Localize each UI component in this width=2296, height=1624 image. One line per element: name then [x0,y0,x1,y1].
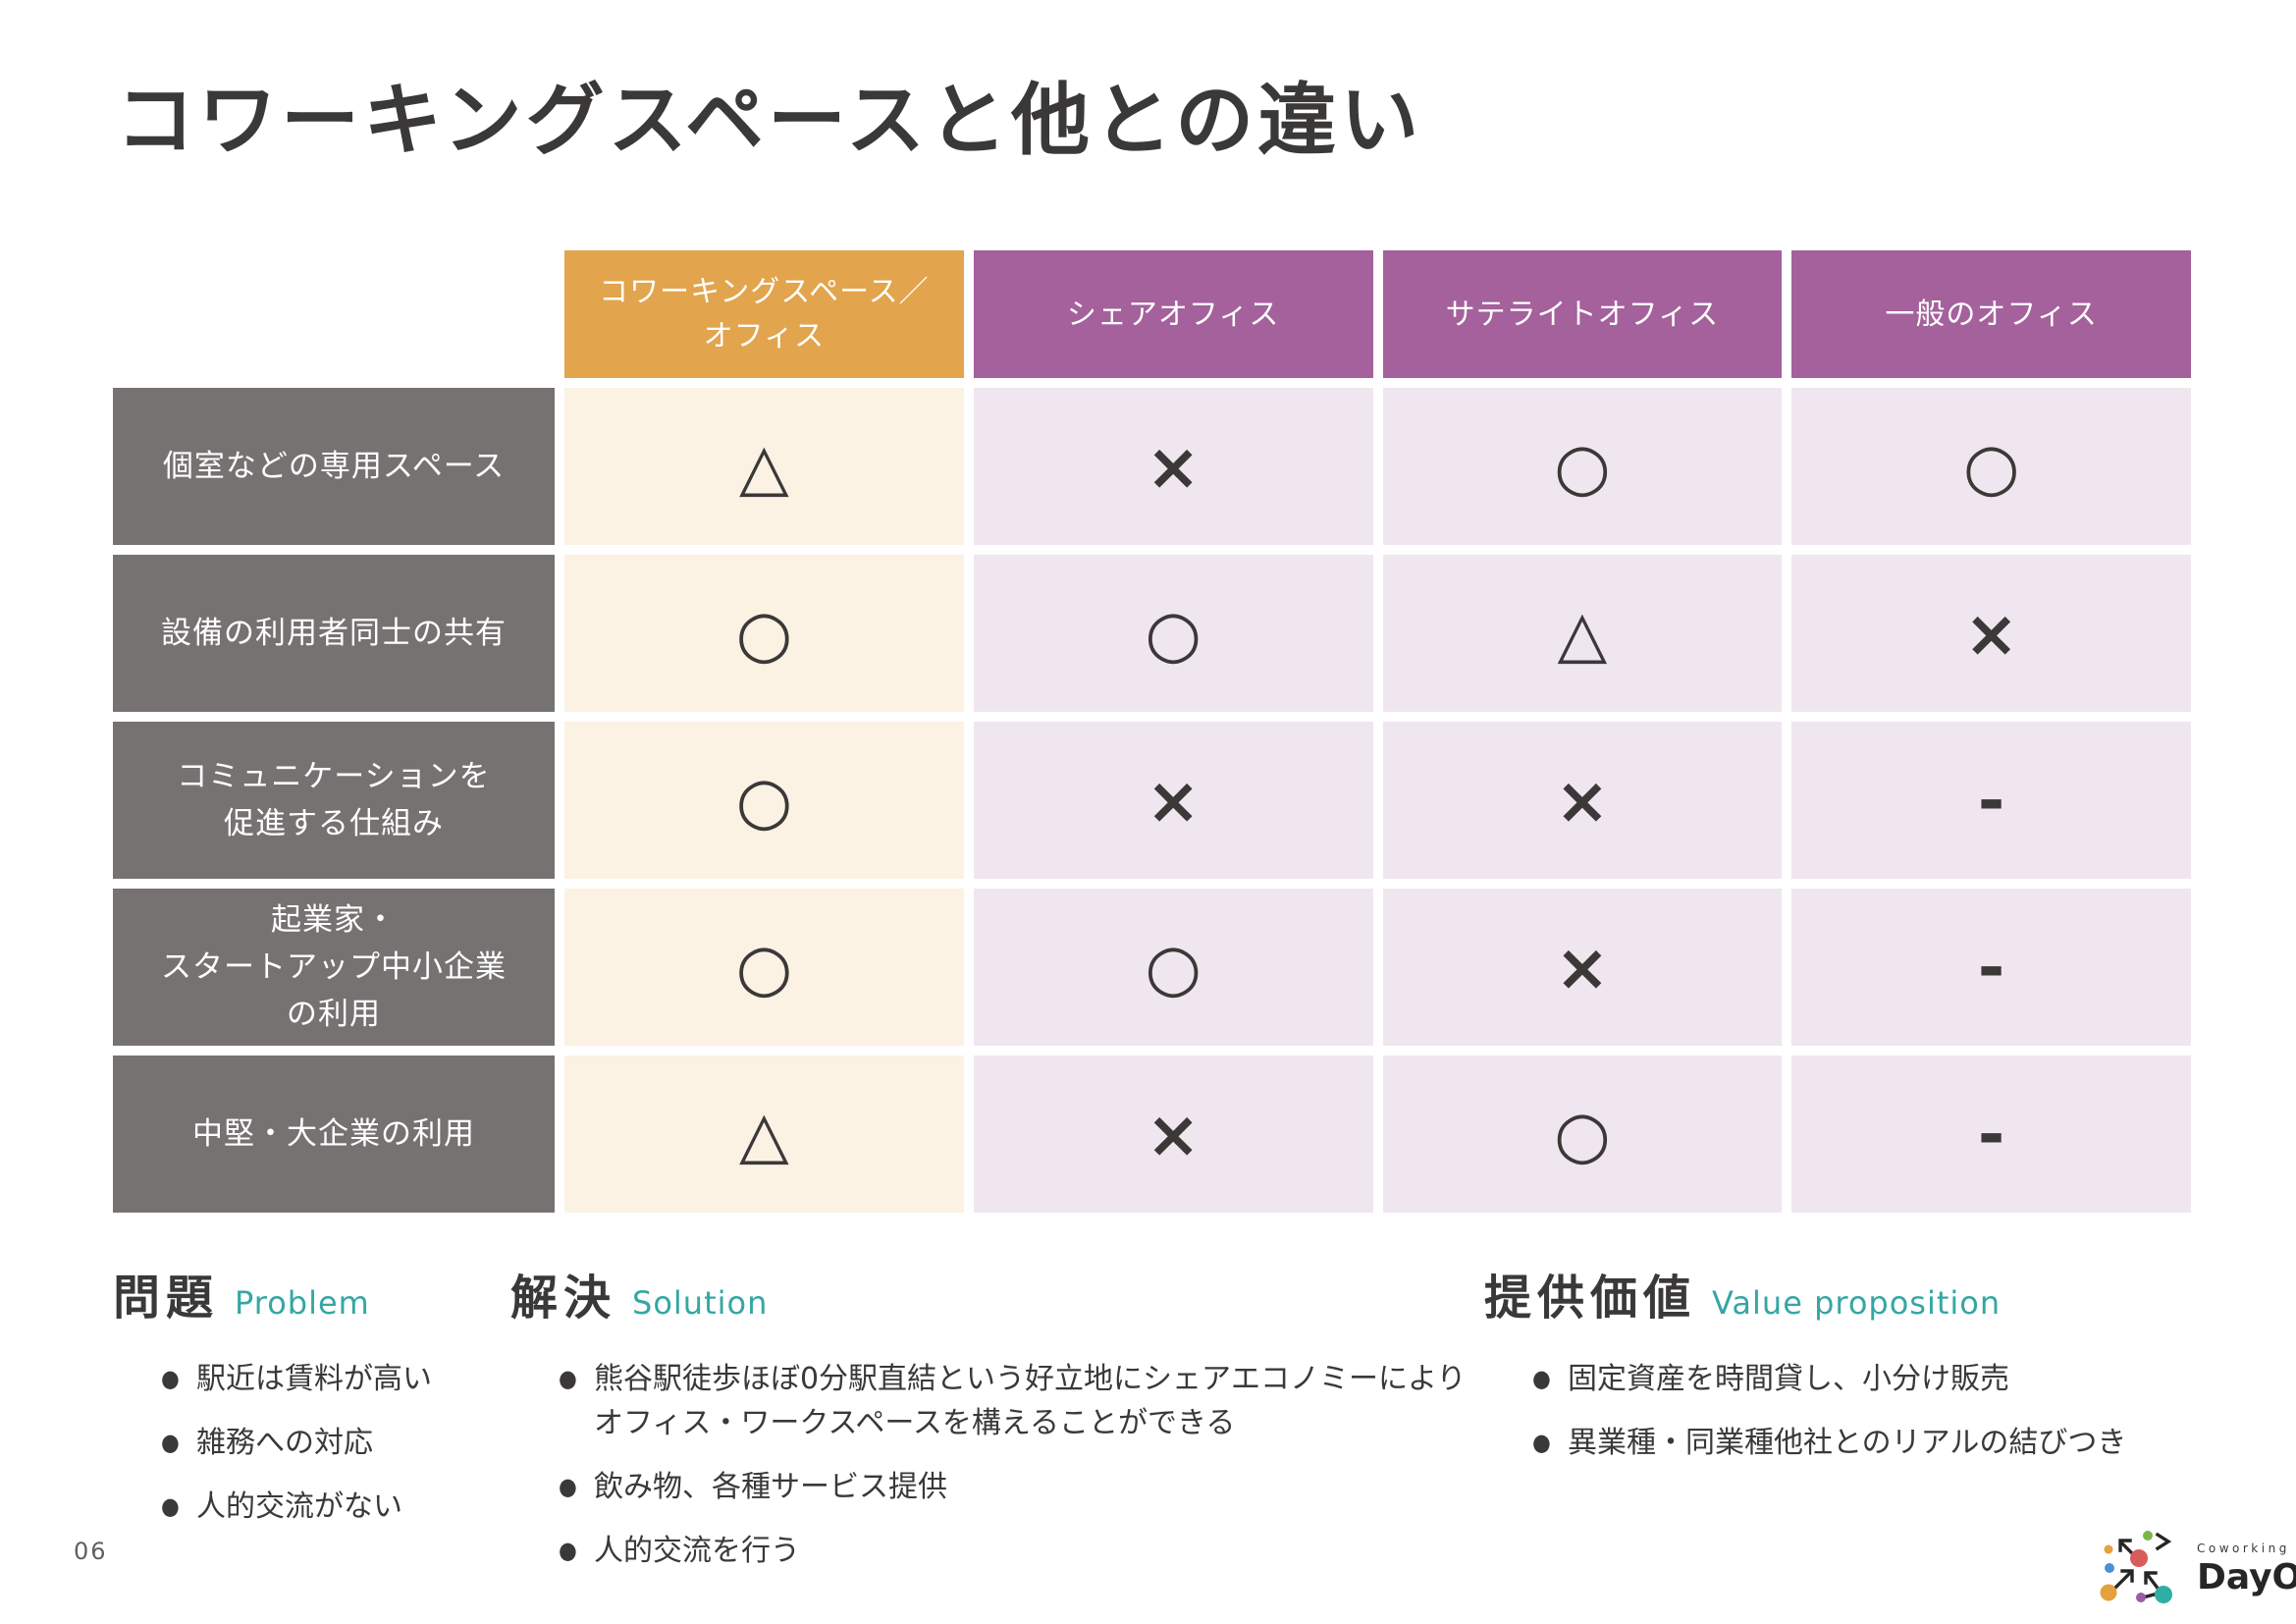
bullet-icon: ● [161,1365,180,1392]
table-corner-cell [113,250,555,378]
page-title: コワーキングスペースと他との違い [116,75,1423,166]
list-item: ● 人的交流を行う [558,1529,1482,1573]
table-cell: △ [1382,555,1783,712]
section-value-heading: 提供価値 Value proposition [1484,1259,2296,1327]
table-cell: × [1791,555,2191,712]
table-cell: × [973,1056,1373,1213]
table-cell: × [973,388,1373,545]
page-number: 06 [74,1538,108,1565]
section-solution-heading: 解決 Solution [510,1259,1482,1327]
column-header-general-office: 一般のオフィス [1791,250,2191,378]
bullet-text: 固定資産を時間貸し、小分け販売 [1567,1362,2009,1396]
bullet-text: 駅近は賃料が高い [195,1362,432,1396]
row-label-startup-use: 起業家・ スタートアップ中小企業 の利用 [113,889,555,1046]
bullet-icon: ● [559,1537,577,1564]
table-cell: ○ [1791,388,2191,545]
list-item: ● 異業種・同業種他社とのリアルの結びつき [1531,1421,2296,1465]
problem-bullet-list: ● 駅近は賃料が高い ● 雑務への対応 ● 人的交流がない [113,1357,506,1529]
bullet-icon: ● [559,1473,577,1500]
list-item: ● 飲み物、各種サービス提供 [558,1465,1482,1509]
row-label-private-space: 個室などの専用スペース [113,388,555,545]
dayone-logo: Coworking Space DayOne [2097,1528,2296,1610]
table-cell: × [973,722,1373,879]
table-cell: ○ [973,889,1373,1046]
bullet-icon: ● [161,1429,180,1456]
section-solution-title-en: Solution [632,1284,769,1322]
section-value-proposition: 提供価値 Value proposition ● 固定資産を時間貸し、小分け販売 … [1484,1259,2296,1485]
table-cell: ○ [1382,388,1783,545]
section-value-title-ja: 提供価値 [1484,1271,1697,1326]
logo-text: Coworking Space DayOne [2197,1542,2296,1597]
table-cell: - [1791,1056,2191,1213]
section-problem: 問題 Problem ● 駅近は賃料が高い ● 雑務への対応 ● 人的交流がない [113,1259,506,1548]
bullet-text: 雑務への対応 [195,1426,373,1460]
list-item: ● 人的交流がない [160,1485,506,1529]
table-cell: ○ [564,722,964,879]
list-item: ● 駅近は賃料が高い [160,1357,506,1401]
bullet-text: 熊谷駅徒歩ほぼ0分駅直結という好立地にシェアエコノミーにより オフィス・ワークス… [593,1362,1467,1440]
bullet-icon: ● [1532,1429,1551,1456]
table-cell: △ [564,1056,964,1213]
section-solution: 解決 Solution ● 熊谷駅徒歩ほぼ0分駅直結という好立地にシェアエコノミー… [510,1259,1482,1593]
column-header-share-office: シェアオフィス [973,250,1373,378]
table-cell: ○ [564,889,964,1046]
logo-name: DayOne [2197,1556,2296,1597]
table-cell: ○ [973,555,1373,712]
table-cell: × [1382,889,1783,1046]
table-cell: - [1791,889,2191,1046]
solution-bullet-list: ● 熊谷駅徒歩ほぼ0分駅直結という好立地にシェアエコノミーにより オフィス・ワーク… [510,1357,1482,1573]
bullet-text: 人的交流がない [195,1489,402,1524]
list-item: ● 雑務への対応 [160,1421,506,1465]
list-item: ● 固定資産を時間貸し、小分け販売 [1531,1357,2296,1401]
value-bullet-list: ● 固定資産を時間貸し、小分け販売 ● 異業種・同業種他社とのリアルの結びつき [1484,1357,2296,1465]
bullet-text: 異業種・同業種他社とのリアルの結びつき [1567,1426,2127,1460]
table-cell: △ [564,388,964,545]
section-problem-title-en: Problem [235,1284,370,1322]
table-cell: ○ [564,555,964,712]
bullet-text: 人的交流を行う [593,1534,800,1568]
row-label-large-company-use: 中堅・大企業の利用 [113,1056,555,1213]
table-cell: × [1382,722,1783,879]
bullet-icon: ● [559,1365,577,1392]
section-problem-heading: 問題 Problem [113,1259,506,1327]
logo-tagline: Coworking Space [2197,1541,2296,1555]
comparison-table: コワーキングスペース／ オフィス シェアオフィス サテライトオフィス 一般のオフ… [113,250,2191,1213]
row-label-communication: コミュニケーションを 促進する仕組み [113,722,555,879]
list-item: ● 熊谷駅徒歩ほぼ0分駅直結という好立地にシェアエコノミーにより オフィス・ワーク… [558,1357,1482,1445]
column-header-coworking-space: コワーキングスペース／ オフィス [564,250,964,378]
section-value-title-en: Value proposition [1712,1284,2002,1322]
table-cell: - [1791,722,2191,879]
row-label-shared-facilities: 設備の利用者同士の共有 [113,555,555,712]
bullet-icon: ● [1532,1365,1551,1392]
column-header-satellite-office: サテライトオフィス [1382,250,1783,378]
bullet-icon: ● [161,1492,180,1520]
network-arrows-icon [2100,1531,2172,1603]
section-solution-title-ja: 解決 [510,1271,617,1326]
table-cell: ○ [1382,1056,1783,1213]
section-problem-title-ja: 問題 [113,1271,220,1326]
bullet-text: 飲み物、各種サービス提供 [593,1470,947,1504]
